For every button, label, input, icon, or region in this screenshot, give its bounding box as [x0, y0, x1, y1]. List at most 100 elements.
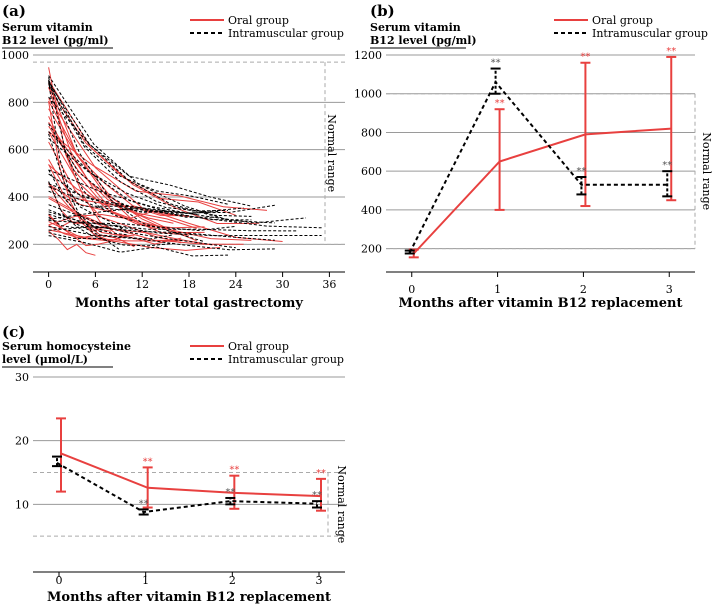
patient-trajectory: [48, 164, 135, 248]
panel-label: (a): [2, 2, 26, 20]
y-tick-label: 800: [8, 96, 29, 109]
patient-trajectory: [48, 169, 127, 236]
x-tick-label: 2: [580, 283, 587, 296]
patient-trajectory: [48, 183, 322, 229]
significance-marker: **: [139, 498, 149, 509]
significance-marker: **: [666, 46, 676, 57]
y-tick-label: 30: [15, 371, 29, 384]
patient-trajectory: [48, 87, 158, 230]
patient-trajectory: [48, 122, 252, 241]
x-tick-label: 0: [45, 278, 52, 291]
patient-trajectory: [48, 169, 307, 224]
y-axis-label-line2: B12 level (pg/ml): [370, 34, 477, 47]
patient-trajectory: [48, 133, 127, 233]
y-tick-label: 800: [361, 126, 382, 139]
panel-label: (b): [370, 2, 395, 20]
significance-marker: **: [143, 456, 153, 467]
x-tick-label: 3: [316, 574, 323, 587]
legend-entry: Oral group: [592, 14, 653, 27]
patient-trajectory: [48, 82, 252, 217]
significance-marker: **: [495, 98, 505, 109]
y-tick-label: 400: [8, 191, 29, 204]
significance-marker: **: [312, 490, 322, 501]
significance-marker: **: [229, 465, 239, 476]
x-tick-label: 30: [276, 278, 290, 291]
patient-trajectory: [48, 235, 229, 257]
patient-trajectory: [48, 123, 197, 215]
x-tick-label: 1: [494, 283, 501, 296]
y-tick-label: 10: [15, 498, 29, 511]
patient-trajectory: [48, 221, 221, 251]
normal-range-label: Normal range: [325, 114, 338, 192]
patient-trajectory: [48, 159, 112, 207]
patient-trajectory: [48, 232, 174, 247]
y-tick-label: 400: [361, 204, 382, 217]
patient-trajectory: [48, 186, 166, 213]
x-tick-label: 24: [229, 278, 243, 291]
x-tick-label: 3: [666, 283, 673, 296]
x-tick-label: 36: [322, 278, 336, 291]
series-line-intramuscular: [56, 462, 318, 514]
patient-trajectory: [48, 226, 275, 251]
patient-trajectory: [48, 230, 96, 256]
patient-trajectory: [48, 79, 205, 243]
y-tick-label: 1000: [354, 88, 382, 101]
normal-range-label: Normal range: [335, 465, 348, 543]
y-tick-label: 600: [8, 144, 29, 157]
significance-marker: **: [576, 166, 586, 177]
patient-trajectory: [48, 77, 135, 222]
y-tick-label: 20: [15, 435, 29, 448]
x-axis-label: Months after vitamin B12 replacement: [47, 590, 331, 604]
legend-entry: Intramuscular group: [228, 353, 344, 366]
x-tick-label: 0: [408, 283, 415, 296]
x-axis-label: Months after vitamin B12 replacement: [399, 296, 683, 311]
significance-marker: **: [662, 160, 672, 171]
patient-trajectory: [48, 81, 104, 233]
normal-range-label: Normal range: [700, 132, 712, 210]
patient-trajectory: [48, 220, 299, 232]
x-tick-label: 18: [182, 278, 196, 291]
patient-trajectory: [48, 209, 236, 249]
significance-marker: **: [316, 468, 326, 479]
series-line-oral: [413, 127, 672, 255]
significance-marker: **: [580, 52, 590, 63]
patient-trajectory: [48, 131, 268, 211]
patient-trajectory: [48, 213, 174, 240]
y-tick-label: 200: [8, 238, 29, 251]
patient-trajectory: [48, 214, 112, 247]
patient-trajectory: [48, 204, 322, 237]
x-tick-label: 0: [56, 574, 63, 587]
significance-marker: **: [491, 58, 501, 69]
y-tick-label: 200: [361, 243, 382, 256]
x-tick-label: 6: [92, 278, 99, 291]
x-axis-label: Months after total gastrectomy: [75, 296, 303, 311]
legend-entry: Oral group: [228, 14, 289, 27]
y-axis-label-line1: Serum homocysteine: [2, 340, 131, 353]
patient-trajectory: [48, 87, 236, 216]
patient-trajectory: [48, 84, 229, 212]
legend-entry: Oral group: [228, 340, 289, 353]
y-axis-label-line1: Serum vitamin: [370, 21, 461, 34]
x-tick-label: 1: [142, 574, 149, 587]
legend-entry: Intramuscular group: [228, 27, 344, 40]
series-line-intramuscular: [408, 80, 668, 253]
y-axis-label-line2: B12 level (pg/ml): [2, 34, 109, 47]
patient-trajectory: [48, 96, 252, 207]
patient-trajectory: [48, 108, 190, 218]
patient-trajectory: [48, 80, 260, 225]
patient-trajectory: [48, 138, 244, 213]
patient-trajectory: [48, 181, 120, 250]
patient-trajectory: [48, 131, 252, 221]
y-axis-label-line2: level (μmol/L): [2, 353, 88, 366]
panel-label: (c): [2, 323, 25, 341]
y-axis-label-line1: Serum vitamin: [2, 21, 93, 34]
patient-trajectory: [48, 67, 135, 237]
legend-entry: Intramuscular group: [592, 27, 708, 40]
patient-trajectory: [48, 216, 112, 229]
patient-trajectory: [48, 226, 275, 241]
x-tick-label: 12: [135, 278, 149, 291]
